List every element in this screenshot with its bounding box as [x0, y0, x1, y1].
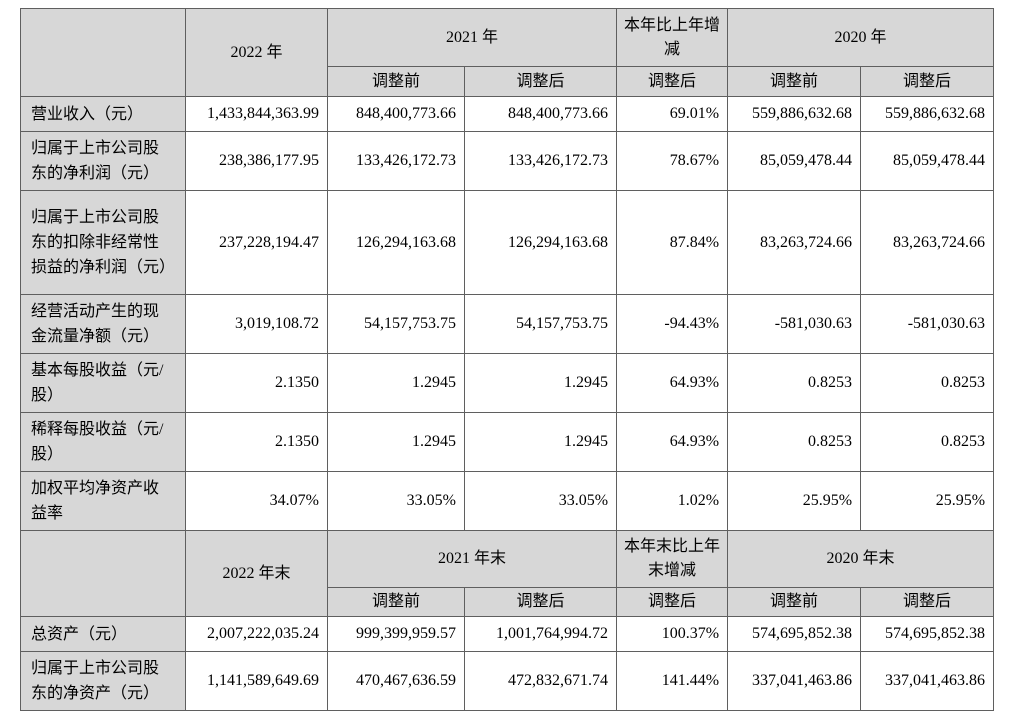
value-cell: 83,263,724.66	[727, 190, 862, 295]
value-cell: 0.8253	[860, 353, 995, 413]
value-cell: 559,886,632.68	[727, 96, 862, 132]
header-change-label: 本年比上年增减	[616, 8, 729, 67]
table-row: 总资产（元） 2,007,222,035.24 999,399,959.57 1,00…	[20, 616, 995, 652]
value-cell: 0.8253	[860, 412, 995, 472]
value-cell: 3,019,108.72	[185, 294, 328, 354]
header-prev-period: 2021 年	[326, 8, 618, 67]
value-cell: 337,041,463.86	[860, 651, 995, 711]
value-cell: 85,059,478.44	[727, 131, 862, 191]
value-cell: 25.95%	[860, 471, 995, 531]
subheader-pre-adjust: 调整前	[727, 66, 862, 97]
value-cell: 238,386,177.95	[185, 131, 328, 191]
value-cell: 87.84%	[616, 190, 729, 295]
value-cell: 126,294,163.68	[463, 190, 618, 295]
value-cell: 848,400,773.66	[327, 96, 465, 132]
header-row-years: 2022 年 2021 年本年比上年增减 2020 年	[20, 8, 995, 97]
value-cell: 1.2945	[463, 412, 618, 472]
header-row-adjust: 调整前 调整后 调整后 调整前 调整后	[21, 66, 995, 97]
value-cell: 33.05%	[327, 471, 465, 531]
header-prev2-period: 2020 年末	[727, 530, 995, 588]
value-cell: 848,400,773.66	[463, 96, 618, 132]
value-cell: 78.67%	[616, 131, 729, 191]
subheader-post-adjust: 调整后	[860, 66, 995, 97]
row-label: 稀释每股收益（元/股）	[20, 412, 186, 472]
value-cell: 33.05%	[463, 471, 618, 531]
subheader-pre-adjust: 调整前	[327, 587, 465, 617]
subheader-post-adjust: 调整后	[616, 587, 729, 617]
subheader-pre-adjust: 调整前	[727, 587, 862, 617]
row-label: 总资产（元）	[20, 616, 186, 652]
table-row: 营业收入（元） 1,433,844,363.99 848,400,773.66 848…	[20, 96, 995, 132]
table-row: 归属于上市公司股东的净利润（元） 238,386,177.95 133,426,17…	[20, 131, 995, 191]
row-label: 基本每股收益（元/股）	[20, 353, 186, 413]
value-cell: 472,832,671.74	[463, 651, 618, 711]
row-label: 经营活动产生的现金流量净额（元）	[20, 294, 186, 354]
value-cell: 1.2945	[327, 353, 465, 413]
value-cell: 64.93%	[616, 412, 729, 472]
value-cell: -581,030.63	[727, 294, 862, 354]
header-corner-cell	[20, 8, 186, 97]
value-cell: 2.1350	[185, 412, 328, 472]
row-label: 归属于上市公司股东的净资产（元）	[20, 651, 186, 711]
header-current-period: 2022 年	[185, 8, 328, 97]
value-cell: 1,433,844,363.99	[185, 96, 328, 132]
row-label: 归属于上市公司股东的扣除非经常性损益的净利润（元）	[20, 190, 186, 295]
value-cell: 133,426,172.73	[327, 131, 465, 191]
value-cell: 54,157,753.75	[463, 294, 618, 354]
subheader-pre-adjust: 调整前	[327, 66, 465, 97]
header-corner-cell	[20, 530, 186, 617]
value-cell: 559,886,632.68	[860, 96, 995, 132]
value-cell: 1.02%	[616, 471, 729, 531]
value-cell: 1.2945	[463, 353, 618, 413]
header-row-years: 2022 年末 2021 年末 本年末比上年末增减 2020 年末	[20, 530, 995, 617]
header-prev2-period: 2020 年	[727, 8, 995, 67]
value-cell: 34.07%	[185, 471, 328, 531]
row-label: 加权平均净资产收益率	[20, 471, 186, 531]
financial-summary-table: 2022 年 2021 年本年比上年增减 2020 年调整前 调整后 调整后 调整前 调整后…	[20, 8, 995, 711]
value-cell: 470,467,636.59	[327, 651, 465, 711]
value-cell: 126,294,163.68	[327, 190, 465, 295]
value-cell: 25.95%	[727, 471, 862, 531]
value-cell: -94.43%	[616, 294, 729, 354]
value-cell: 999,399,959.57	[327, 616, 465, 652]
value-cell: 2,007,222,035.24	[185, 616, 328, 652]
value-cell: 141.44%	[616, 651, 729, 711]
value-cell: 2.1350	[185, 353, 328, 413]
financial-table-body: 2022 年 2021 年本年比上年增减 2020 年调整前 调整后 调整后 调整前 调整后…	[20, 8, 995, 711]
value-cell: 54,157,753.75	[327, 294, 465, 354]
value-cell: 1,001,764,994.72	[463, 616, 618, 652]
value-cell: 574,695,852.38	[727, 616, 862, 652]
subheader-post-adjust: 调整后	[463, 587, 618, 617]
table-row: 归属于上市公司股东的扣除非经常性损益的净利润（元） 237,228,194.47 1…	[20, 190, 995, 295]
value-cell: 1.2945	[327, 412, 465, 472]
value-cell: 100.37%	[616, 616, 729, 652]
subheader-post-adjust: 调整后	[860, 587, 995, 617]
value-cell: 133,426,172.73	[463, 131, 618, 191]
value-cell: -581,030.63	[860, 294, 995, 354]
value-cell: 85,059,478.44	[860, 131, 995, 191]
header-row-adjust: 调整前 调整后 调整后 调整前 调整后	[21, 587, 995, 617]
value-cell: 69.01%	[616, 96, 729, 132]
subheader-post-adjust: 调整后	[616, 66, 729, 97]
header-prev-period: 2021 年末	[326, 530, 618, 588]
subheader-post-adjust: 调整后	[463, 66, 618, 97]
row-label: 归属于上市公司股东的净利润（元）	[20, 131, 186, 191]
value-cell: 0.8253	[727, 353, 862, 413]
table-row: 经营活动产生的现金流量净额（元） 3,019,108.72 54,157,753.7…	[20, 294, 995, 354]
table-row: 归属于上市公司股东的净资产（元） 1,141,589,649.69 470,467,…	[20, 651, 995, 711]
value-cell: 83,263,724.66	[860, 190, 995, 295]
value-cell: 574,695,852.38	[860, 616, 995, 652]
table-row: 稀释每股收益（元/股） 2.1350 1.2945 1.2945 64.93% 0.825…	[20, 412, 995, 472]
row-label: 营业收入（元）	[20, 96, 186, 132]
header-change-label: 本年末比上年末增减	[616, 530, 729, 588]
value-cell: 0.8253	[727, 412, 862, 472]
table-row: 基本每股收益（元/股） 2.1350 1.2945 1.2945 64.93% 0.825…	[20, 353, 995, 413]
value-cell: 337,041,463.86	[727, 651, 862, 711]
value-cell: 64.93%	[616, 353, 729, 413]
header-current-period: 2022 年末	[185, 530, 328, 617]
value-cell: 1,141,589,649.69	[185, 651, 328, 711]
table-row: 加权平均净资产收益率 34.07% 33.05% 33.05% 1.02% 25.95% 2…	[20, 471, 995, 531]
value-cell: 237,228,194.47	[185, 190, 328, 295]
